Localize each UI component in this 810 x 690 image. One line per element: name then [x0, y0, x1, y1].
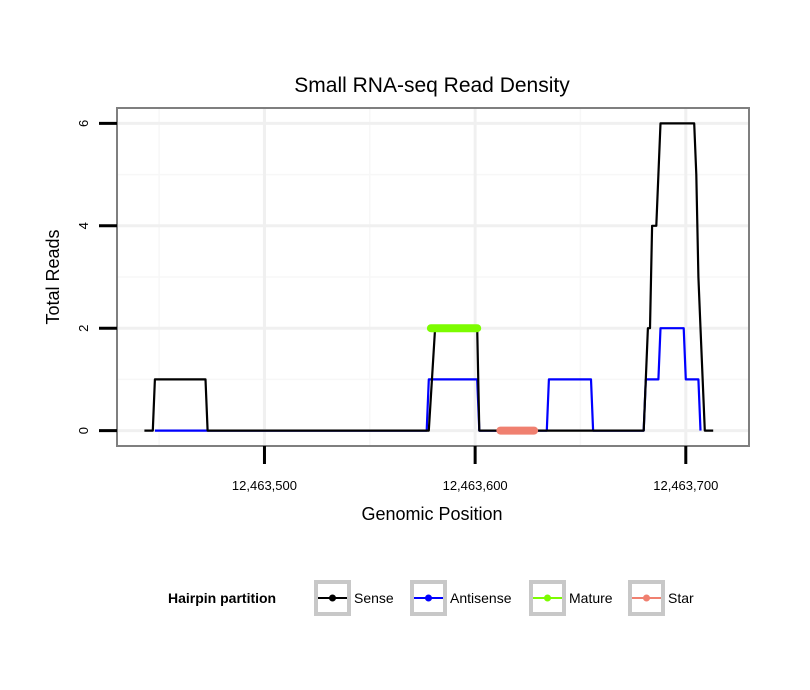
axes: 12,463,500 12,463,600 12,463,700 0 2 4 6 [76, 120, 718, 493]
x-axis-title: Genomic Position [361, 504, 502, 524]
series-line-sense [144, 122, 714, 432]
y-axis-title: Total Reads [43, 229, 63, 324]
legend-entry-star: Star [628, 580, 694, 616]
y-tick-label: 6 [76, 120, 91, 127]
plot-panel-border [116, 107, 750, 447]
legend-key-point [544, 594, 551, 602]
legend-entry-antisense: Antisense [410, 580, 512, 616]
y-tick-label: 4 [76, 222, 91, 229]
x-tick-label: 12,463,500 [232, 478, 297, 493]
x-tick-label: 12,463,600 [443, 478, 508, 493]
y-tick-label: 2 [76, 325, 91, 332]
grid [117, 108, 749, 446]
legend-entry-sense: Sense [314, 580, 394, 616]
x-tick-label: 12,463,700 [653, 478, 718, 493]
legend-key-point [643, 594, 650, 602]
legend-label: Star [668, 590, 694, 606]
legend-label: Mature [569, 590, 613, 606]
legend: Hairpin partition Sense Antisense Mature St… [168, 580, 694, 616]
legend-entry-mature: Mature [529, 580, 613, 616]
legend-key-point [425, 594, 432, 602]
legend-key-point [329, 594, 336, 602]
legend-label: Sense [354, 590, 394, 606]
chart-title: Small RNA-seq Read Density [294, 74, 570, 97]
legend-title: Hairpin partition [168, 590, 276, 606]
y-tick-label: 0 [76, 427, 91, 434]
legend-label: Antisense [450, 590, 512, 606]
series-layer [144, 122, 714, 435]
